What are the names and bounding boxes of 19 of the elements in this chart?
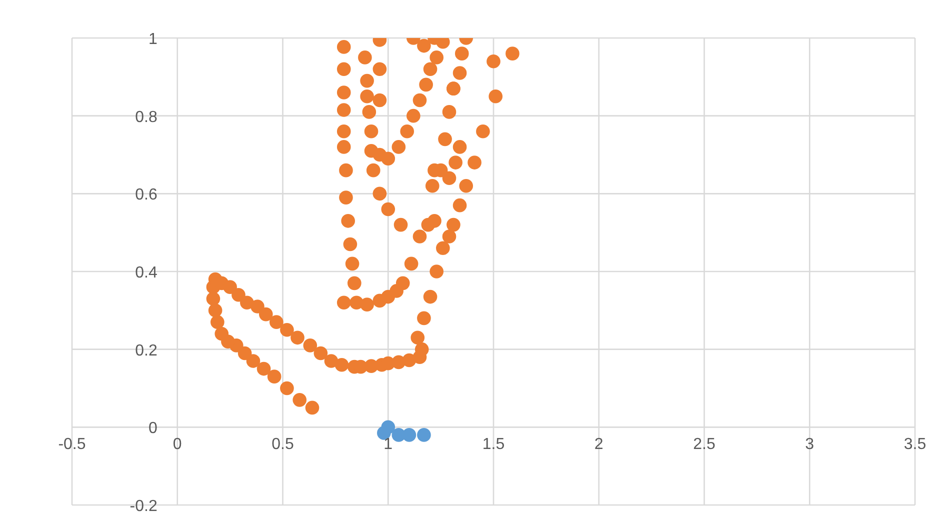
x-tick-label: 2.5 xyxy=(693,436,716,454)
x-tick-label: -0.5 xyxy=(58,436,86,454)
point xyxy=(402,428,416,442)
y-tick-label: 1 xyxy=(148,31,158,48)
y-tick-label: 0.8 xyxy=(135,108,158,126)
y-tick-label: 0.4 xyxy=(135,264,158,282)
x-tick-label: 0 xyxy=(172,436,182,454)
x-tick-label: 1 xyxy=(384,436,393,454)
y-tick-label: 0.2 xyxy=(135,342,158,360)
y-tick-label: 0.6 xyxy=(135,186,158,204)
x-tick-label: 0.5 xyxy=(272,436,294,454)
point xyxy=(377,426,391,440)
x-tick-label: 3.5 xyxy=(904,436,926,454)
x-tick-label: 2 xyxy=(594,436,604,454)
y-tick-label: -0.2 xyxy=(130,498,158,515)
x-tick-label: 1.5 xyxy=(482,436,505,454)
x-tick-label: 3 xyxy=(805,436,814,454)
y-tick-label: 0 xyxy=(148,420,158,438)
point xyxy=(417,428,431,442)
